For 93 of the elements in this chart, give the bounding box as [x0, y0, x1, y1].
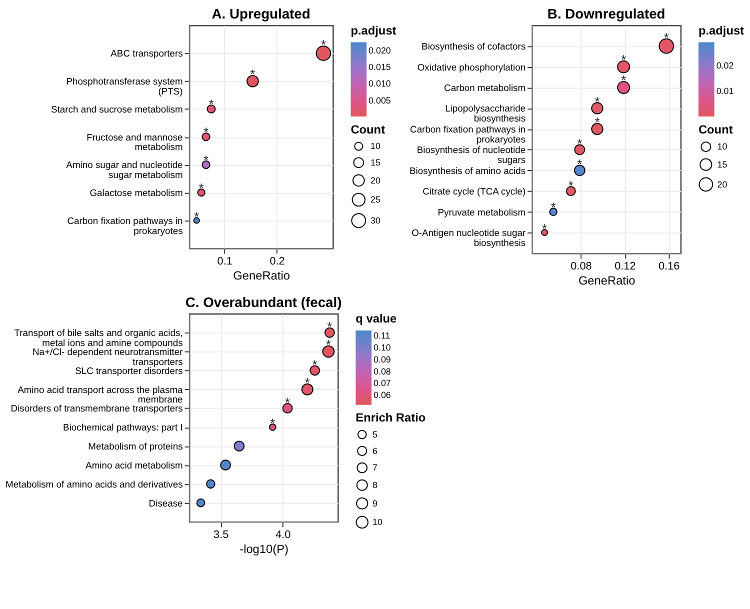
x-tick-label: 0.08 [570, 260, 592, 273]
annotation: * [198, 180, 204, 196]
color-bar-label: 0.02 [716, 60, 734, 70]
color-bar-label: 0.08 [374, 366, 391, 376]
annotation: * [594, 114, 600, 130]
y-tick-label: Amino acid metabolism [86, 459, 183, 470]
annotation: * [621, 72, 626, 88]
color-bar-label: 0.11 [374, 330, 390, 340]
x-tick-label: 0.16 [658, 260, 680, 273]
legend-label: 6 [372, 446, 378, 456]
y-tick-label: Carbon fixation pathways in prokaryotes [67, 214, 184, 236]
color-bar-label: 0.09 [374, 354, 391, 364]
y-tick-label: Metabolism of amino acids and derivatives [6, 478, 184, 490]
annotation: * [285, 394, 290, 410]
color-bar-label: 0.01 [716, 86, 734, 96]
color-bar-label: 0.06 [374, 390, 391, 400]
annotation: * [664, 30, 669, 45]
legend-label: 10 [717, 142, 728, 152]
annotation: * [204, 124, 209, 140]
y-tick-label: Starch and sucrose metabolism [51, 103, 183, 114]
color-bar-label: 0.020 [368, 45, 391, 56]
color-bar-label: 0.010 [368, 78, 391, 89]
chart-title: C. Overabundant (fecal) [185, 294, 342, 310]
color-bar-label: 0.10 [374, 342, 391, 352]
legend-label: 20 [717, 179, 728, 190]
y-tick-label: Amino acid transport across the plasma membrane [18, 384, 184, 405]
color-bar-label: 0.005 [368, 95, 391, 106]
legend-label: 25 [370, 194, 380, 205]
legend-label: 8 [372, 480, 378, 490]
x-axis-title: GeneRatio [233, 268, 290, 283]
annotation: * [208, 96, 214, 112]
x-tick-label: 0.1 [217, 256, 232, 268]
y-tick-label: Galactose metabolism [90, 187, 183, 198]
x-tick-label: 0.2 [270, 256, 285, 268]
annotation: * [594, 94, 600, 109]
legend-label: 15 [717, 160, 728, 170]
y-tick-label: Carbon fixation pathways in prokaryotes [410, 123, 526, 144]
color-bar-title: q value [356, 312, 397, 326]
y-tick-label: Biosynthesis of nucleotide sugars [416, 144, 526, 166]
annotation: * [194, 209, 200, 224]
y-tick-label: Transport of bile salts and organic acids, metal ions and amine compounds [14, 327, 184, 348]
legend-label: 30 [370, 216, 380, 226]
y-tick-label: ABC transporters [110, 48, 184, 59]
legend-label: 5 [372, 430, 378, 440]
y-tick-label: Carbon metabolism [444, 82, 526, 93]
legend-label: 20 [370, 175, 380, 186]
legend-label: 15 [370, 158, 380, 168]
y-tick-label: Oxidative phosphorylation [417, 61, 526, 72]
annotation: * [250, 66, 256, 82]
annotation: * [327, 319, 332, 334]
annotation: * [577, 156, 582, 172]
annotation: * [312, 357, 318, 372]
y-tick-label: Pyruvate metabolism [438, 206, 526, 218]
y-tick-label: O-Antigen nucleotide sugar biosynthesis [412, 227, 526, 248]
legend-title: Enrich Ratio [356, 410, 426, 425]
y-tick-label: Biochemical pathways: part I [63, 422, 183, 433]
annotation: * [577, 136, 582, 152]
annotation: * [204, 152, 209, 168]
annotation: * [320, 37, 326, 52]
x-tick-label: 4.0 [276, 529, 291, 542]
annotation: * [304, 375, 310, 390]
y-tick-label: Disorders of transmembrane transporters [10, 402, 184, 414]
annotation: * [550, 200, 556, 215]
y-tick-label: Phosphotransferase system (PTS) [66, 76, 183, 96]
y-tick-label: Amino sugar and nucleotide sugar metabolism [66, 159, 183, 180]
y-tick-label: Biosynthesis of amino acids [410, 164, 526, 176]
y-tick-label: Lipopolysaccharide biosynthesis [445, 102, 526, 124]
annotation: * [542, 221, 548, 236]
x-axis-title: GeneRatio [578, 273, 636, 288]
color-bar-title: p.adjust [698, 23, 744, 38]
annotation: * [568, 178, 574, 194]
y-tick-label: Citrate cycle (TCA cycle) [422, 186, 526, 197]
legend-label: 10 [372, 517, 382, 528]
x-axis-title: -log10(P) [240, 542, 288, 556]
legend-title: Count [350, 122, 386, 136]
annotation: * [326, 337, 331, 352]
y-tick-label: Biosynthesis of cofactors [422, 40, 526, 52]
color-bar-label: 0.015 [368, 62, 391, 72]
y-tick-label: Disease [148, 497, 183, 508]
y-tick-label: Metabolism of proteins [88, 440, 184, 452]
legend-label: 7 [372, 462, 378, 473]
x-tick-label: 3.5 [214, 529, 229, 542]
chart-title: A. Upregulated [212, 5, 310, 22]
annotation: * [270, 416, 276, 431]
annotation: * [621, 52, 626, 68]
x-tick-label: 0.12 [614, 260, 636, 273]
color-bar-label: 0.07 [374, 378, 391, 388]
y-tick-label: Fructose and mannose metabolism [86, 131, 183, 152]
chart-title: B. Downregulated [547, 5, 666, 22]
legend-title: Count [698, 122, 733, 136]
color-bar-title: p.adjust [350, 23, 396, 38]
legend-label: 10 [370, 141, 380, 152]
legend-label: 9 [372, 498, 378, 508]
